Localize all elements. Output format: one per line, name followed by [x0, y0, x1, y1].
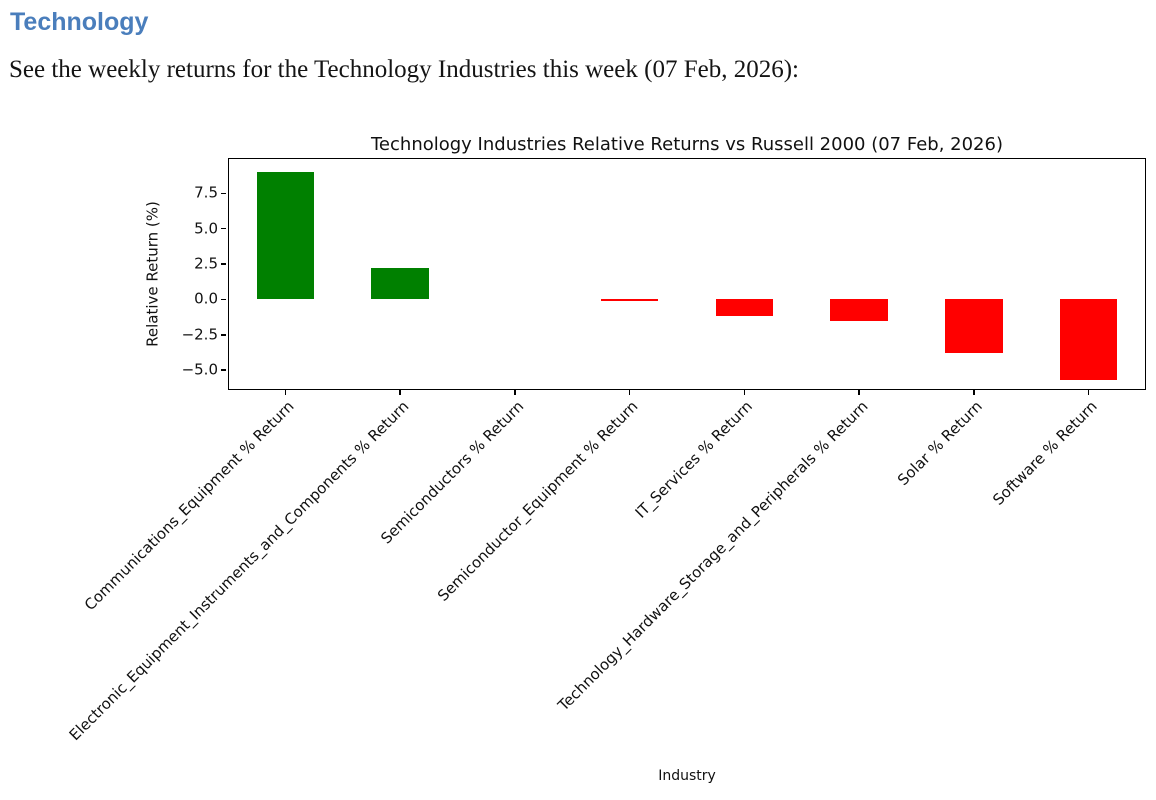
x-tick-mark [973, 390, 975, 395]
y-tick-label: −2.5 [181, 325, 218, 344]
x-tick-mark [858, 390, 860, 395]
y-tick-mark [221, 192, 226, 195]
x-tick-mark [743, 390, 746, 395]
x-tick-label: IT_Services % Return [632, 397, 757, 522]
y-tick-mark [221, 369, 226, 371]
chart-title: Technology Industries Relative Returns v… [371, 134, 1003, 155]
x-tick-label: Semiconductor_Equipment % Return [434, 397, 642, 605]
intro-text: See the weekly returns for the Technolog… [9, 56, 799, 83]
x-tick-label: Communications_Equipment % Return [80, 397, 298, 615]
bar-7 [945, 299, 1003, 354]
x-tick-mark [284, 390, 287, 395]
plot-area: 7.5 5.0 2.5 0.0 −2.5 −5.0 Communications_Equip… [65, 158, 1146, 744]
y-tick-mark [221, 298, 226, 301]
y-tick-label: 7.5 [194, 183, 218, 202]
y-tick-mark [221, 263, 226, 265]
y-tick-mark [221, 334, 226, 336]
x-tick-mark [628, 390, 631, 395]
y-tick-label: 2.5 [194, 254, 218, 273]
bar-8 [1059, 299, 1118, 381]
x-tick-mark [1087, 390, 1090, 395]
bar-1 [256, 172, 315, 300]
bar-4 [600, 299, 659, 301]
x-axis-label: Industry [658, 768, 716, 784]
bar-6 [830, 299, 888, 321]
plot-border [228, 158, 1146, 390]
y-axis-label: Relative Return (%) [143, 201, 162, 347]
x-tick-label: Software % Return [989, 397, 1101, 509]
bar-5 [715, 299, 774, 317]
x-tick-mark [399, 390, 401, 395]
y-tick-label: −5.0 [181, 360, 218, 379]
x-tick-label: Solar % Return [894, 397, 986, 490]
page-title: Technology [10, 8, 149, 36]
y-tick-mark [221, 227, 226, 230]
bar-2 [371, 268, 429, 300]
y-tick-label: 0.0 [194, 289, 218, 308]
y-tick-label: 5.0 [194, 219, 218, 238]
x-tick-mark [514, 390, 516, 395]
